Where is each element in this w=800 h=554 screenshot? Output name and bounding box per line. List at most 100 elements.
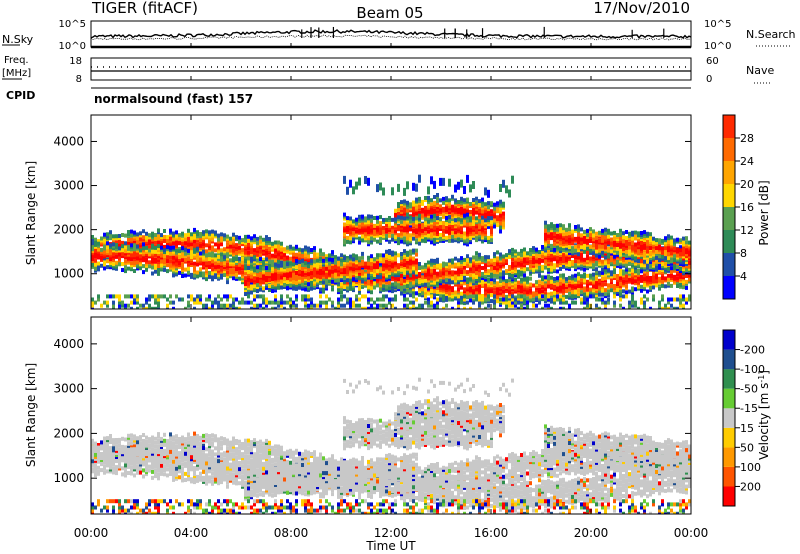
power-cell xyxy=(139,266,142,271)
power-cell xyxy=(106,245,109,250)
power-cell xyxy=(166,269,169,274)
power-cell xyxy=(520,248,523,253)
power-cell xyxy=(202,249,205,254)
power-cell xyxy=(424,262,427,267)
power-cell xyxy=(403,236,406,241)
power-cell xyxy=(124,306,127,309)
power-cell xyxy=(505,279,508,284)
power-cell xyxy=(385,294,388,299)
power-cell xyxy=(310,300,313,305)
power-cell xyxy=(133,240,136,245)
power-cell xyxy=(292,246,295,251)
power-cell xyxy=(325,266,328,271)
power-cell xyxy=(232,303,235,308)
power-cell xyxy=(442,232,445,237)
power-cell xyxy=(337,262,340,267)
power-cell xyxy=(445,221,448,226)
power-cell xyxy=(529,282,532,287)
power-cell xyxy=(406,306,409,309)
power-cell xyxy=(175,234,178,239)
power-cell xyxy=(199,297,202,302)
power-cell xyxy=(205,257,208,262)
power-cell xyxy=(163,267,166,272)
power-cell xyxy=(448,258,451,263)
power-cell xyxy=(472,181,475,189)
power-cell xyxy=(256,283,259,287)
power-cell xyxy=(457,262,460,267)
power-cell xyxy=(538,273,541,278)
power-cell xyxy=(124,245,127,250)
power-cell xyxy=(349,306,352,309)
power-cell xyxy=(322,258,325,263)
power-cell xyxy=(502,293,505,298)
power-cell xyxy=(451,204,454,209)
power-cell xyxy=(556,286,559,291)
power-cell xyxy=(91,300,94,305)
power-cell xyxy=(547,224,550,229)
power-cell xyxy=(418,306,421,309)
power-cell xyxy=(247,234,250,239)
power-cell xyxy=(430,198,433,203)
power-cell xyxy=(91,255,94,259)
power-cell xyxy=(559,273,562,278)
power-cell xyxy=(463,265,466,270)
power-cell xyxy=(556,276,559,281)
power-cell xyxy=(283,306,286,309)
power-cell xyxy=(235,251,238,255)
power-cell xyxy=(379,275,382,280)
power-cell xyxy=(166,235,169,240)
power-cell xyxy=(292,303,295,308)
power-cell xyxy=(259,271,262,276)
power-cell xyxy=(220,297,223,302)
power-cell xyxy=(307,294,310,299)
power-cell xyxy=(286,262,289,267)
power-cell xyxy=(325,294,328,299)
power-cell xyxy=(298,259,301,264)
power-cell xyxy=(148,248,151,253)
power-cell xyxy=(199,300,202,305)
power-cell xyxy=(202,303,205,308)
power-cell xyxy=(139,303,142,308)
power-cell xyxy=(331,257,334,262)
power-cell xyxy=(466,230,469,235)
power-cell xyxy=(283,262,286,267)
power-cell xyxy=(238,245,241,250)
power-cell xyxy=(97,241,100,246)
power-cell xyxy=(154,245,157,250)
power-cell xyxy=(397,225,400,230)
power-cell xyxy=(268,246,271,251)
power-cell xyxy=(193,261,196,266)
power-cell xyxy=(409,202,412,207)
power-cell xyxy=(430,258,433,263)
power-cell xyxy=(538,297,541,302)
power-cell xyxy=(334,278,337,283)
power-cell xyxy=(163,244,166,249)
power-cell xyxy=(463,306,466,309)
power-cell xyxy=(184,273,187,278)
power-cell xyxy=(256,289,259,293)
power-cell xyxy=(154,263,157,268)
power-cell xyxy=(427,268,430,273)
power-cell xyxy=(478,231,481,236)
power-cell xyxy=(379,253,382,258)
power-cell xyxy=(490,213,493,218)
power-cell xyxy=(406,260,409,265)
power-cell xyxy=(112,306,115,309)
power-cell xyxy=(472,215,475,220)
power-cell xyxy=(331,250,334,255)
power-cell xyxy=(415,234,418,239)
power-cell xyxy=(538,287,541,292)
power-cell xyxy=(460,206,463,211)
power-cell xyxy=(205,243,208,248)
power-cell xyxy=(160,263,163,268)
power-cell xyxy=(277,263,280,268)
power-cell xyxy=(433,268,436,273)
power-cell xyxy=(139,231,142,236)
power-cell xyxy=(406,234,409,239)
power-cell xyxy=(106,300,109,305)
power-cell xyxy=(307,262,310,267)
power-cell xyxy=(196,270,199,275)
power-cell xyxy=(217,294,220,299)
power-cell xyxy=(259,235,262,240)
power-cell xyxy=(349,216,352,221)
